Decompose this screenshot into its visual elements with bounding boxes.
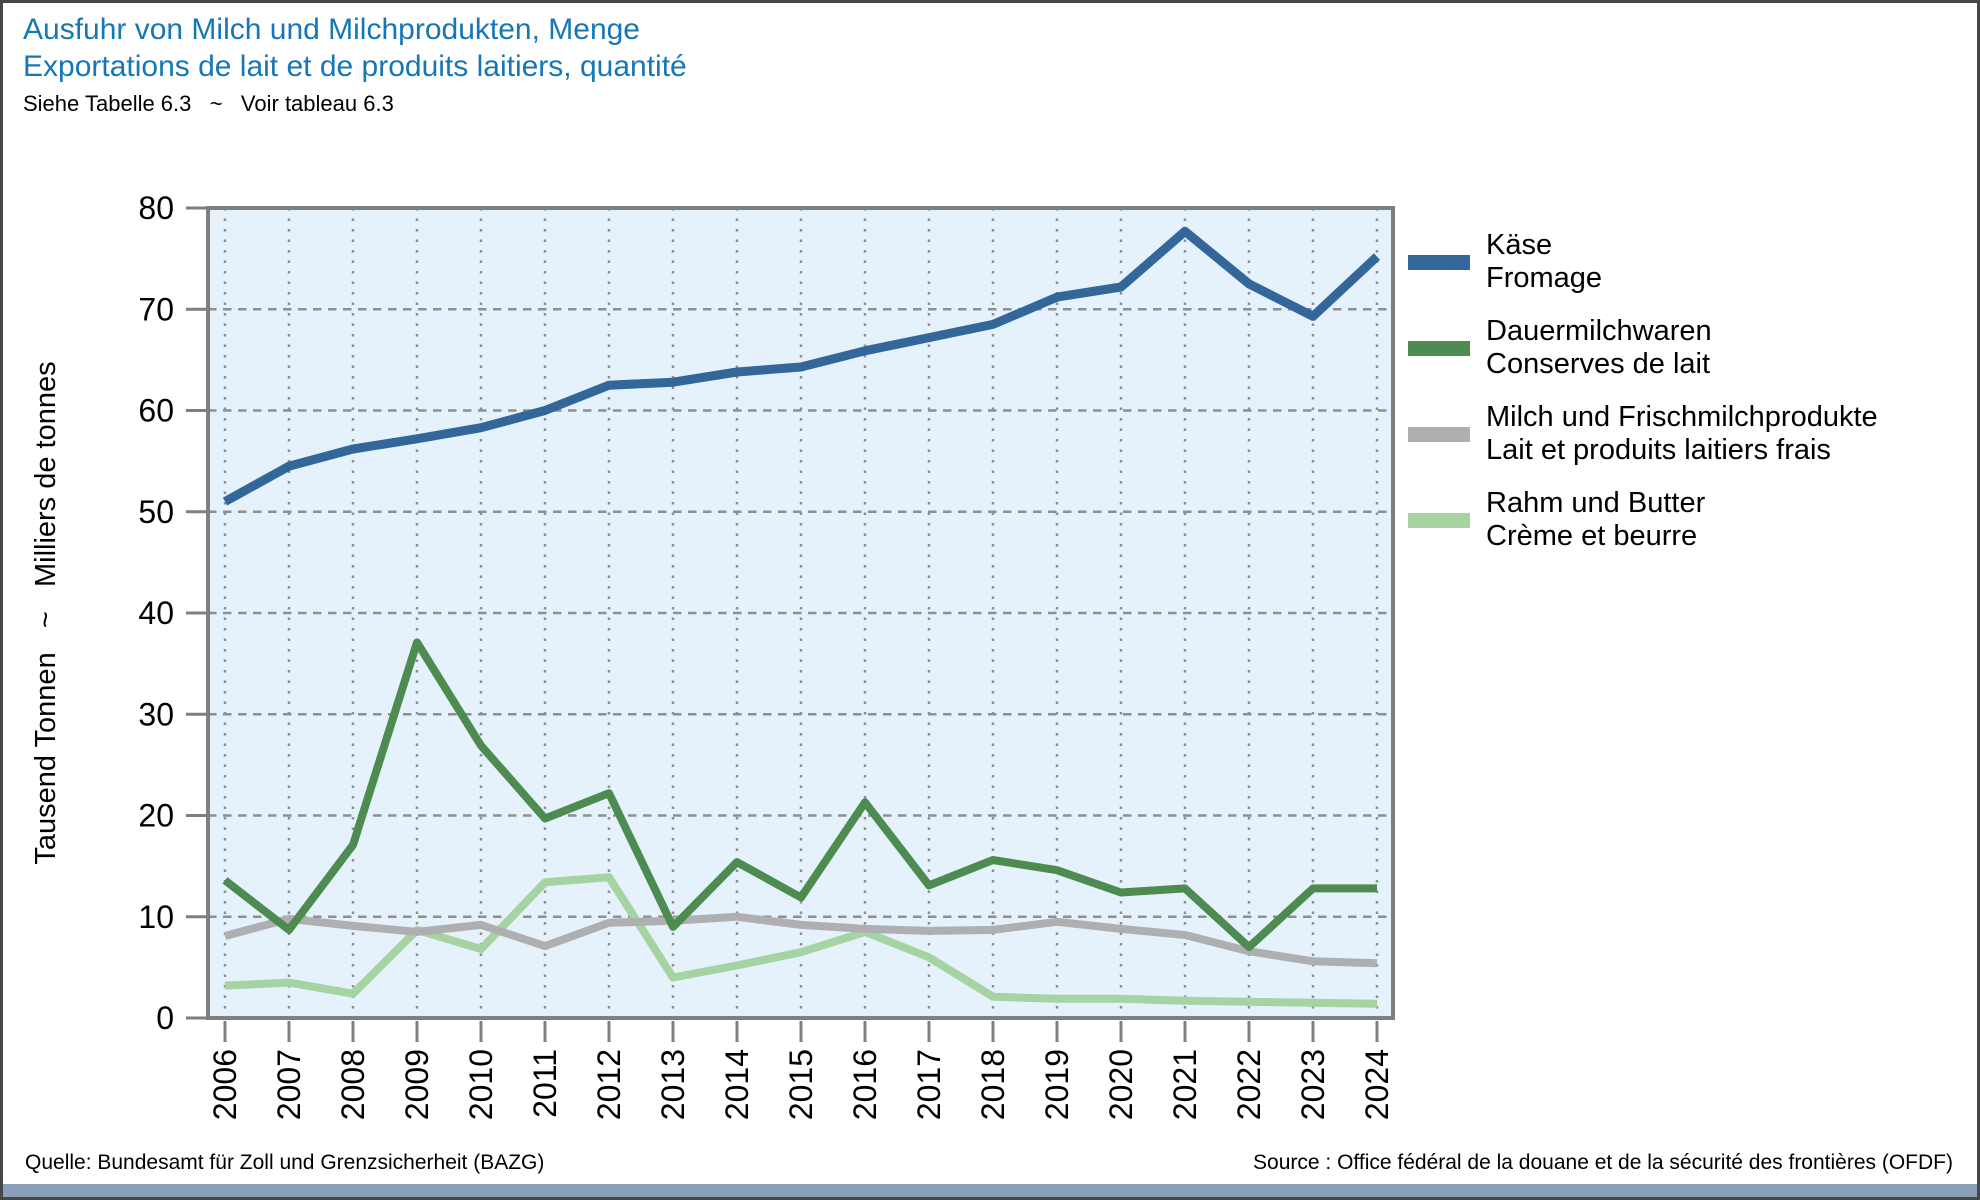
legend: Käse Fromage Dauermilchwaren Conserves d… — [1408, 229, 1878, 553]
y-axis-title: Tausend Tonnen ~ Milliers de tonnes — [30, 361, 62, 864]
legend-label-dauermilchwaren-fr: Conserves de lait — [1486, 348, 1711, 380]
series-line-kaese — [222, 226, 1381, 506]
series-line-dauermilchwaren — [222, 638, 1377, 952]
legend-label-dauermilchwaren-de: Dauermilchwaren — [1486, 315, 1712, 347]
x-tick-label: 2011 — [527, 1049, 563, 1118]
y-tick-label: 50 — [138, 494, 174, 530]
legend-label-milch-de: Milch und Frischmilchprodukte — [1486, 401, 1878, 433]
x-tick-label: 2012 — [591, 1049, 627, 1120]
x-tick-label: 2018 — [975, 1049, 1011, 1120]
page-subtitle: Siehe Tabelle 6.3 ~ Voir tableau 6.3 — [23, 91, 394, 116]
x-tick-label: 2006 — [207, 1049, 243, 1120]
legend-label-kaese-fr: Fromage — [1486, 262, 1603, 294]
x-tick-label: 2008 — [335, 1049, 371, 1120]
x-tick-label: 2023 — [1295, 1049, 1331, 1120]
legend-swatch-milch-frischmilchprodukte — [1408, 426, 1470, 442]
y-tick-label: 0 — [156, 1000, 174, 1036]
chart-header: Ausfuhr von Milch und Milchprodukten, Me… — [23, 11, 687, 118]
x-tick-label: 2020 — [1103, 1049, 1139, 1120]
legend-label-rahm-fr: Crème et beurre — [1486, 520, 1698, 552]
legend-swatch-dauermilchwaren — [1408, 340, 1470, 356]
x-tick-label: 2021 — [1167, 1049, 1203, 1120]
y-tick-label: 70 — [138, 291, 174, 327]
y-tick-label: 30 — [138, 696, 174, 732]
x-tick-label: 2015 — [783, 1049, 819, 1120]
plot-frame — [206, 206, 1395, 1020]
horizontal-gridlines — [208, 308, 1393, 918]
x-tick-label: 2024 — [1359, 1049, 1395, 1120]
legend-swatch-rahm-butter — [1408, 512, 1470, 528]
legend-entry-rahm-butter: Rahm und Butter Crème et beurre — [1408, 487, 1878, 553]
page-title-de: Ausfuhr von Milch und Milchprodukten, Me… — [23, 13, 640, 46]
x-tick-label: 2007 — [271, 1049, 307, 1120]
x-axis: 2006 2007 2008 2009 2010 2011 2012 2013 2014 2015… — [207, 1021, 1395, 1120]
footer-bar — [3, 1184, 1977, 1197]
x-tick-label: 2010 — [463, 1049, 499, 1120]
x-tick-label: 2022 — [1231, 1049, 1267, 1120]
y-tick-label: 40 — [138, 595, 174, 631]
page-title-fr: Exportations de lait et de produits lait… — [23, 50, 687, 83]
y-tick-label: 80 — [138, 190, 174, 226]
y-tick-label: 10 — [138, 899, 174, 935]
legend-entry-milch-frischmilchprodukte: Milch und Frischmilchprodukte Lait et pr… — [1408, 401, 1878, 467]
x-tick-label: 2019 — [1039, 1049, 1075, 1120]
legend-label-rahm-de: Rahm und Butter — [1486, 487, 1706, 519]
legend-entry-dauermilchwaren: Dauermilchwaren Conserves de lait — [1408, 315, 1878, 381]
legend-label-milch-fr: Lait et produits laitiers frais — [1486, 434, 1831, 466]
y-tick-label: 20 — [138, 798, 174, 834]
line-chart: 0 10 20 30 40 50 60 70 80 2006 2007 2008 2009 2010 201… — [30, 190, 1395, 1120]
x-tick-label: 2017 — [911, 1049, 947, 1120]
y-tick-label: 60 — [138, 393, 174, 429]
source-text-fr: Source : Office fédéral de la douane et … — [1253, 1151, 1953, 1174]
x-tick-label: 2014 — [719, 1049, 755, 1120]
y-axis: 0 10 20 30 40 50 60 70 80 — [138, 190, 206, 1036]
source-text-de: Quelle: Bundesamt für Zoll und Grenzsich… — [25, 1151, 545, 1174]
x-tick-label: 2013 — [655, 1049, 691, 1120]
x-tick-label: 2016 — [847, 1049, 883, 1120]
x-tick-label: 2009 — [399, 1049, 435, 1120]
series-line-milch-frischmilchprodukte — [223, 912, 1378, 968]
legend-label-kaese-de: Käse — [1486, 229, 1553, 261]
legend-swatch-kaese — [1408, 254, 1470, 270]
legend-entry-kaese: Käse Fromage — [1408, 229, 1878, 295]
